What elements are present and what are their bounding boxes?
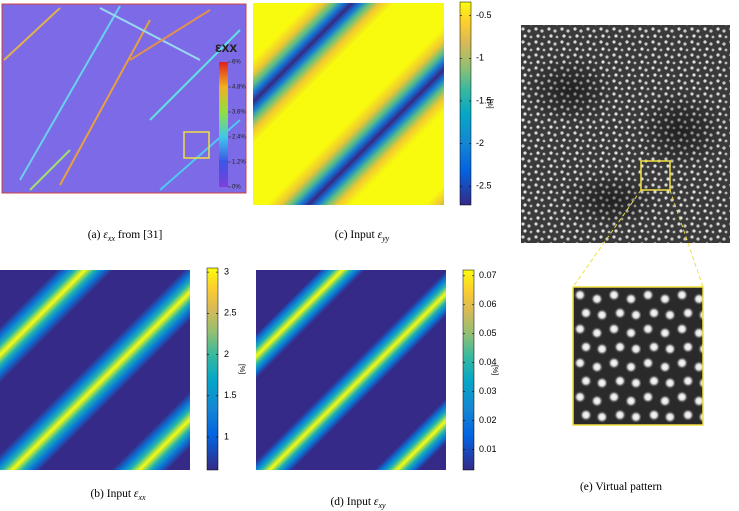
colorbar-tick-label: -1.5 — [476, 95, 492, 105]
colorbar-tick-label: 0.04 — [479, 357, 497, 367]
caption-sub: yy — [381, 234, 390, 243]
strain-map-b — [0, 270, 190, 470]
colorbar-tick-label: 0.05 — [479, 328, 497, 338]
zoom-line — [572, 189, 642, 288]
caption-label: (c) — [335, 229, 348, 241]
caption-symbol: ε — [374, 496, 379, 508]
colorbar-tick-label: 0.03 — [479, 386, 497, 396]
colorbar-tick-label: -2 — [476, 138, 484, 148]
colorbar-tick-label: 2.5 — [224, 308, 237, 318]
legend-tick-label: 4.8% — [232, 85, 246, 91]
caption-text: from [31] — [118, 229, 162, 241]
legend-title: εxx — [215, 39, 237, 55]
zoom-box — [640, 160, 671, 191]
colorbar-tick-label: 0.07 — [479, 270, 497, 280]
colorbar — [459, 1, 472, 206]
caption-text: Virtual pattern — [595, 481, 662, 493]
caption-text: Input — [350, 229, 375, 241]
colorbar — [462, 269, 475, 471]
caption: (e) Virtual pattern — [580, 481, 662, 493]
caption-label: (e) — [580, 481, 593, 493]
colorbar-unit: [%] — [491, 365, 498, 375]
caption-text: Input — [107, 488, 132, 500]
zoom-line — [669, 189, 704, 288]
pattern-shade — [635, 90, 725, 170]
colorbar-tick-label: 3 — [224, 266, 229, 276]
caption-symbol: ε — [103, 229, 108, 241]
colorbar — [206, 267, 219, 471]
colorbar-tick-label: 0.06 — [479, 299, 497, 309]
zoom-dots — [572, 286, 704, 426]
legend-tick-label: 6% — [232, 60, 241, 66]
caption-symbol: ε — [134, 488, 139, 500]
colorbar-tick-label: 0.01 — [479, 444, 497, 454]
legend-tick-label: 0% — [232, 185, 241, 191]
strain-map-d — [256, 270, 446, 470]
pattern-shade — [560, 170, 660, 230]
caption-sub: xx — [137, 493, 146, 502]
strain-map-c — [253, 3, 444, 205]
colorbar-tick-label: -1 — [476, 53, 484, 63]
colorbar-unit: [%] — [238, 364, 245, 374]
legend-tick-label: 2.4% — [232, 135, 246, 141]
legend-bar — [219, 62, 228, 187]
zoom-box — [183, 131, 210, 159]
caption-label: (b) — [90, 488, 104, 500]
legend-tick-label: 1.2% — [232, 160, 246, 166]
caption: (a) εxx from [31] — [88, 229, 163, 244]
caption: (d) Input εxy — [330, 496, 386, 510]
caption-sub: xy — [377, 501, 386, 510]
colorbar-tick-label: -2.5 — [476, 181, 492, 191]
colorbar-tick-label: 1.5 — [224, 390, 237, 400]
caption-text: Input — [347, 496, 372, 508]
strain-map-a — [1, 3, 247, 194]
caption: (b) Input εxx — [90, 488, 146, 502]
caption-label: (d) — [330, 496, 344, 508]
pattern-shade — [525, 55, 615, 125]
colorbar-tick-label: 2 — [224, 349, 229, 359]
colorbar-unit: [%] — [486, 98, 493, 108]
caption-symbol: ε — [378, 229, 383, 241]
legend-tick-label: 3.6% — [232, 110, 246, 116]
caption: (c) Input εyy — [335, 229, 390, 243]
caption-sub: xx — [107, 234, 116, 243]
colorbar-tick-label: 0.02 — [479, 415, 497, 425]
map-streaks — [3, 5, 241, 191]
colorbar-tick-label: 1 — [224, 431, 229, 441]
caption-label: (a) — [88, 229, 101, 241]
colorbar-tick-label: -0.5 — [476, 10, 492, 20]
